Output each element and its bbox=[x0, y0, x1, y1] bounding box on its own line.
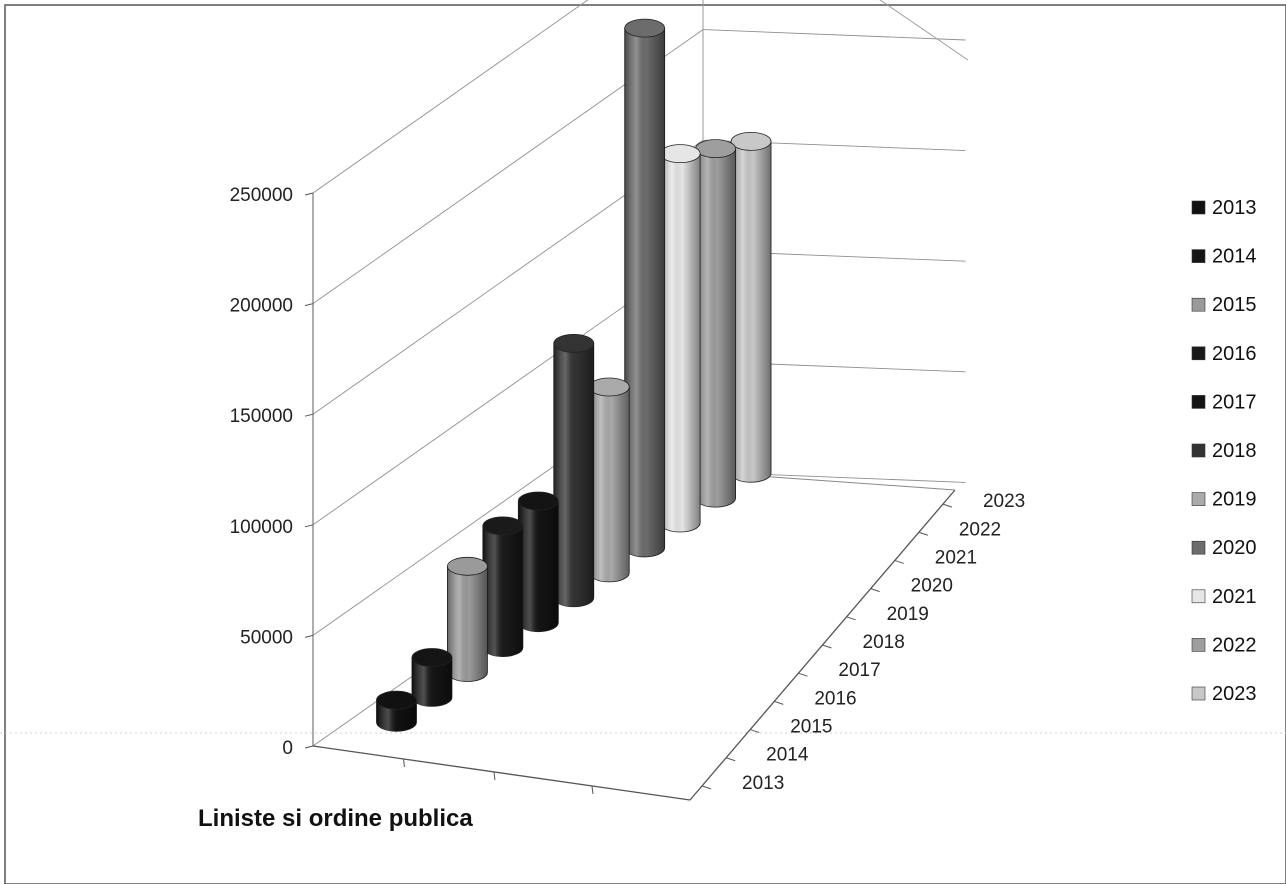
depth-tick-label: 2013 bbox=[742, 773, 784, 794]
x-axis-line bbox=[312, 745, 691, 801]
depth-tick-label: 2020 bbox=[911, 576, 953, 597]
bar-2020 bbox=[624, 18, 666, 558]
legend-label-2021: 2021 bbox=[1212, 586, 1257, 608]
depth-tick bbox=[894, 559, 904, 564]
depth-tick bbox=[774, 700, 784, 705]
legend-swatch-2023 bbox=[1191, 686, 1206, 701]
gridline-side bbox=[312, 0, 589, 194]
bar-2019 bbox=[588, 377, 630, 583]
legend-swatch-2016 bbox=[1191, 346, 1206, 361]
bar-2017 bbox=[517, 491, 559, 633]
bar-2022 bbox=[695, 139, 736, 508]
legend-swatch-2014 bbox=[1191, 249, 1206, 263]
depth-tick-label: 2023 bbox=[983, 491, 1025, 512]
depth-tick bbox=[942, 503, 953, 508]
bar-top bbox=[376, 690, 417, 710]
depth-tick-label: 2014 bbox=[766, 745, 809, 766]
bar-shading bbox=[411, 657, 452, 707]
gridline-back bbox=[702, 29, 966, 41]
legend-label-2020: 2020 bbox=[1212, 537, 1257, 559]
depth-tick bbox=[846, 616, 856, 621]
y-tick-label: 250000 bbox=[230, 185, 293, 206]
bar-top bbox=[411, 648, 453, 667]
legend-label-2014: 2014 bbox=[1212, 246, 1257, 268]
legend-swatch-2015 bbox=[1191, 297, 1206, 312]
y-tick bbox=[304, 634, 314, 638]
x-tick bbox=[591, 785, 594, 795]
y-tick bbox=[304, 303, 314, 307]
bar-shading bbox=[482, 525, 523, 657]
legend-swatch-2017 bbox=[1191, 395, 1206, 409]
y-tick bbox=[304, 413, 314, 417]
bar-shading bbox=[589, 387, 630, 582]
y-tick-label: 0 bbox=[282, 738, 293, 759]
bar-shading bbox=[518, 501, 559, 632]
depth-tick-label: 2018 bbox=[863, 632, 905, 653]
bar-top bbox=[659, 144, 701, 164]
bar-2014 bbox=[411, 648, 453, 707]
bar-2013 bbox=[376, 690, 417, 732]
gridline-top bbox=[879, 0, 969, 61]
depth-tick-label: 2019 bbox=[887, 604, 929, 625]
bar-top bbox=[624, 18, 666, 38]
bar-top bbox=[588, 377, 630, 397]
bar-2021 bbox=[659, 144, 701, 533]
legend-label-2016: 2016 bbox=[1212, 343, 1257, 365]
legend-label-2023: 2023 bbox=[1212, 683, 1257, 705]
bar-top bbox=[553, 333, 595, 353]
depth-tick bbox=[798, 672, 808, 677]
bar-shading bbox=[695, 148, 736, 508]
chart-border bbox=[4, 4, 1286, 884]
x-tick bbox=[402, 758, 405, 768]
bar-top bbox=[695, 139, 736, 159]
y-tick bbox=[304, 745, 314, 749]
bar-2015 bbox=[447, 556, 488, 682]
depth-tick bbox=[701, 785, 712, 790]
legend-swatch-2021 bbox=[1191, 589, 1206, 604]
depth-tick bbox=[822, 644, 832, 649]
bar-shading bbox=[447, 566, 488, 682]
depth-tick bbox=[725, 757, 736, 762]
y-tick-label: 100000 bbox=[230, 517, 293, 538]
y-tick-label: 150000 bbox=[230, 406, 293, 427]
depth-tick-label: 2021 bbox=[935, 547, 977, 568]
bar-shading bbox=[731, 141, 772, 483]
legend-label-2017: 2017 bbox=[1212, 391, 1257, 413]
y-tick-label: 200000 bbox=[230, 296, 293, 317]
bar-top bbox=[447, 556, 488, 576]
legend-swatch-2018 bbox=[1191, 443, 1206, 458]
y-tick bbox=[304, 192, 314, 196]
y-tick bbox=[304, 524, 314, 528]
depth-tick-label: 2015 bbox=[790, 717, 832, 738]
legend-swatch-2019 bbox=[1191, 492, 1206, 506]
y-tick-label: 50000 bbox=[240, 627, 293, 648]
legend-swatch-2020 bbox=[1191, 540, 1206, 555]
bar-2023 bbox=[730, 132, 772, 483]
legend-label-2018: 2018 bbox=[1212, 440, 1257, 462]
depth-tick bbox=[750, 729, 760, 734]
bar-top bbox=[517, 491, 559, 511]
legend-label-2022: 2022 bbox=[1212, 634, 1257, 656]
legend-swatch-2013 bbox=[1191, 200, 1206, 215]
bar-shading bbox=[624, 28, 665, 557]
bar-shading bbox=[660, 153, 701, 533]
bar-top bbox=[482, 516, 524, 536]
depth-tick-label: 2017 bbox=[838, 660, 880, 681]
bar-2018 bbox=[553, 333, 595, 608]
category-label: Liniste si ordine publica bbox=[198, 805, 473, 832]
legend-swatch-2022 bbox=[1191, 638, 1206, 652]
bar-shading bbox=[553, 343, 594, 607]
legend-label-2019: 2019 bbox=[1212, 489, 1257, 511]
x-tick bbox=[493, 771, 496, 780]
depth-tick-label: 2016 bbox=[814, 688, 856, 709]
depth-tick bbox=[870, 588, 880, 593]
depth-tick bbox=[918, 531, 929, 536]
bar-top bbox=[730, 132, 772, 151]
legend-label-2013: 2013 bbox=[1212, 197, 1257, 219]
legend-label-2015: 2015 bbox=[1212, 294, 1257, 316]
depth-tick-label: 2022 bbox=[959, 519, 1001, 540]
bar-2016 bbox=[482, 516, 524, 657]
